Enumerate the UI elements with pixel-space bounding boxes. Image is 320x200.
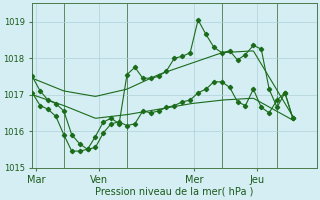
X-axis label: Pression niveau de la mer( hPa ): Pression niveau de la mer( hPa ) xyxy=(95,187,253,197)
